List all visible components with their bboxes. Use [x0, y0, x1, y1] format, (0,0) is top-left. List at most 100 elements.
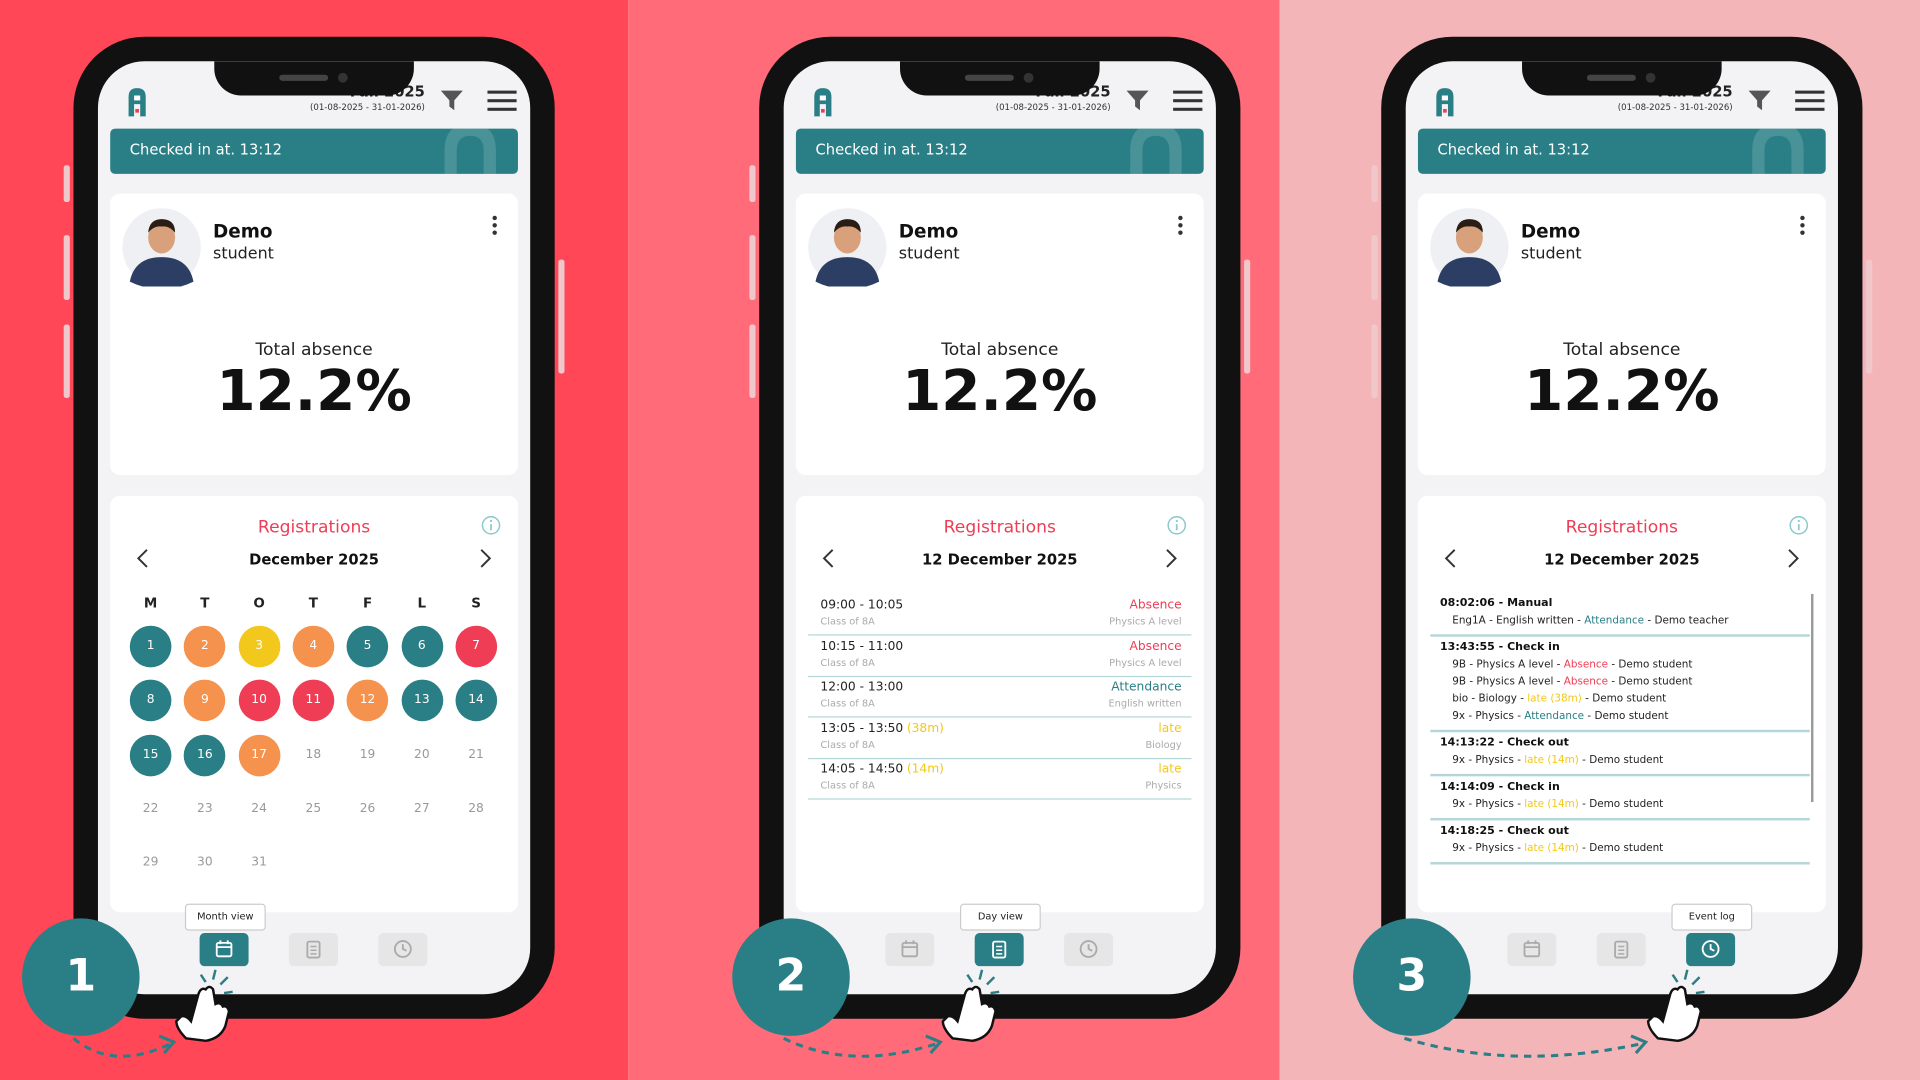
day-cell[interactable]: 6 [401, 625, 443, 668]
day-entry[interactable]: 12:00 - 13:00 Class of 8A Attendance Englis… [808, 676, 1192, 718]
day-cell[interactable]: 30 [197, 856, 213, 870]
info-icon[interactable] [1167, 516, 1187, 536]
day-cell[interactable]: 15 [129, 734, 172, 776]
day-cell[interactable]: 28 [468, 801, 484, 816]
nav-tab[interactable] [378, 933, 428, 967]
line-suffix: - Demo teacher [1644, 614, 1729, 627]
day-cell[interactable]: 27 [414, 801, 430, 816]
entry-class: Class of 8A [820, 697, 875, 709]
nav-tab[interactable] [974, 933, 1024, 967]
arrow [72, 1034, 177, 1058]
menu-button[interactable] [487, 88, 517, 112]
bar-watermark [1130, 128, 1182, 174]
entry-subject: English written [1108, 697, 1182, 709]
day-cell[interactable]: 31 [251, 856, 267, 870]
entry-time-text: 13:05 - 13:50 [820, 721, 904, 736]
day-cell[interactable]: 4 [292, 625, 335, 668]
event-line: 9B - Physics A level - Absence - Demo st… [1452, 676, 1692, 688]
line-suffix: - Demo student [1608, 675, 1693, 689]
event-line: 9B - Physics A level - Absence - Demo st… [1452, 659, 1692, 671]
step-marker: 3 [1353, 918, 1471, 1036]
day-cell[interactable]: 9 [184, 679, 226, 722]
day-cell[interactable]: 25 [305, 801, 322, 816]
late-minutes: (38m) [906, 721, 944, 736]
nav-tab[interactable] [288, 933, 338, 967]
day-cell[interactable]: 3 [238, 625, 280, 668]
previous-button[interactable] [820, 547, 835, 569]
nav-tab[interactable] [1064, 933, 1114, 967]
day-cell[interactable]: 26 [359, 801, 376, 816]
nav-tab[interactable] [1507, 933, 1557, 967]
day-cell[interactable]: 19 [359, 747, 376, 762]
filter-button[interactable] [1125, 88, 1149, 112]
menu-button[interactable] [1795, 88, 1825, 112]
info-icon[interactable] [1789, 516, 1809, 536]
nav-tab[interactable] [199, 933, 249, 967]
day-cell[interactable]: 2 [184, 625, 226, 668]
entry-class: Class of 8A [820, 738, 875, 751]
more-button[interactable] [1799, 215, 1806, 236]
entry-subject: Physics A level [1109, 656, 1182, 668]
day-cell[interactable]: 12 [346, 679, 389, 722]
notch [214, 61, 414, 96]
line-prefix: bio - Biology - [1452, 693, 1528, 706]
day-cell[interactable]: 22 [142, 801, 159, 816]
day-cell[interactable]: 20 [414, 747, 430, 762]
student-name: Demo [213, 220, 273, 243]
nav-icon [1523, 940, 1541, 958]
next-button[interactable] [1164, 547, 1179, 569]
day-entry[interactable]: 13:05 - 13:50 (38m) Class of 8A late Biology [808, 717, 1192, 759]
entry-subject: Biology [1145, 738, 1182, 751]
day-cell[interactable]: 21 [468, 747, 484, 762]
day-cell[interactable]: 10 [238, 679, 280, 722]
previous-button[interactable] [1442, 547, 1457, 569]
entry-class: Class of 8A [820, 780, 875, 792]
nav-icon [1701, 940, 1720, 958]
more-button[interactable] [491, 215, 498, 236]
side-button [1371, 235, 1378, 301]
next-button[interactable] [1787, 547, 1802, 569]
side-button [749, 235, 756, 301]
day-cell[interactable]: 23 [197, 801, 213, 816]
nav-icon [1079, 940, 1098, 958]
entry-status: Attendance [1111, 680, 1182, 695]
entry-subject: Physics [1145, 780, 1182, 792]
day-cell[interactable]: 7 [455, 625, 497, 668]
day-cell[interactable]: 5 [346, 625, 389, 668]
line-suffix: - Demo student [1584, 710, 1669, 723]
line-prefix: 9B - Physics A level - [1452, 675, 1564, 689]
more-button[interactable] [1177, 215, 1184, 236]
filter-button[interactable] [440, 88, 464, 112]
event-separator [1430, 862, 1810, 864]
day-cell[interactable]: 13 [401, 679, 443, 722]
filter-button[interactable] [1747, 88, 1771, 112]
side-button [63, 235, 70, 301]
nav-tab[interactable] [885, 933, 935, 967]
day-entry[interactable]: 10:15 - 11:00 Class of 8A Absence Physics A… [808, 635, 1192, 677]
avatar [1430, 208, 1509, 287]
scrollbar [1811, 593, 1814, 803]
day-cell[interactable]: 17 [238, 734, 280, 776]
pointer-hand [175, 969, 233, 1043]
day-cell[interactable]: 11 [292, 679, 335, 722]
day-cell[interactable]: 16 [184, 734, 226, 776]
day-cell[interactable]: 29 [142, 856, 159, 870]
nav-tab[interactable] [1596, 933, 1646, 967]
day-cell[interactable]: 1 [129, 625, 172, 668]
check-in-bar: Checked in at. 13:12 [1417, 128, 1826, 174]
day-entry[interactable]: 14:05 - 14:50 (14m) Class of 8A late Physics [808, 758, 1192, 800]
day-entry[interactable]: 09:00 - 10:05 Class of 8A Absence Physics A… [808, 594, 1192, 636]
event-title: 08:02:06 - Manual [1440, 597, 1553, 610]
day-cell[interactable]: 24 [251, 801, 267, 816]
day-cell[interactable]: 14 [455, 679, 497, 722]
day-cell[interactable]: 8 [129, 679, 172, 722]
next-button[interactable] [479, 547, 494, 569]
day-cell[interactable]: 18 [305, 747, 322, 762]
previous-button[interactable] [135, 547, 150, 569]
info-icon[interactable] [481, 516, 501, 536]
nav-tab[interactable] [1686, 933, 1736, 967]
entry-time: 13:05 - 13:50 (38m) [820, 722, 944, 735]
menu-button[interactable] [1173, 88, 1203, 112]
event-separator [1430, 773, 1810, 776]
